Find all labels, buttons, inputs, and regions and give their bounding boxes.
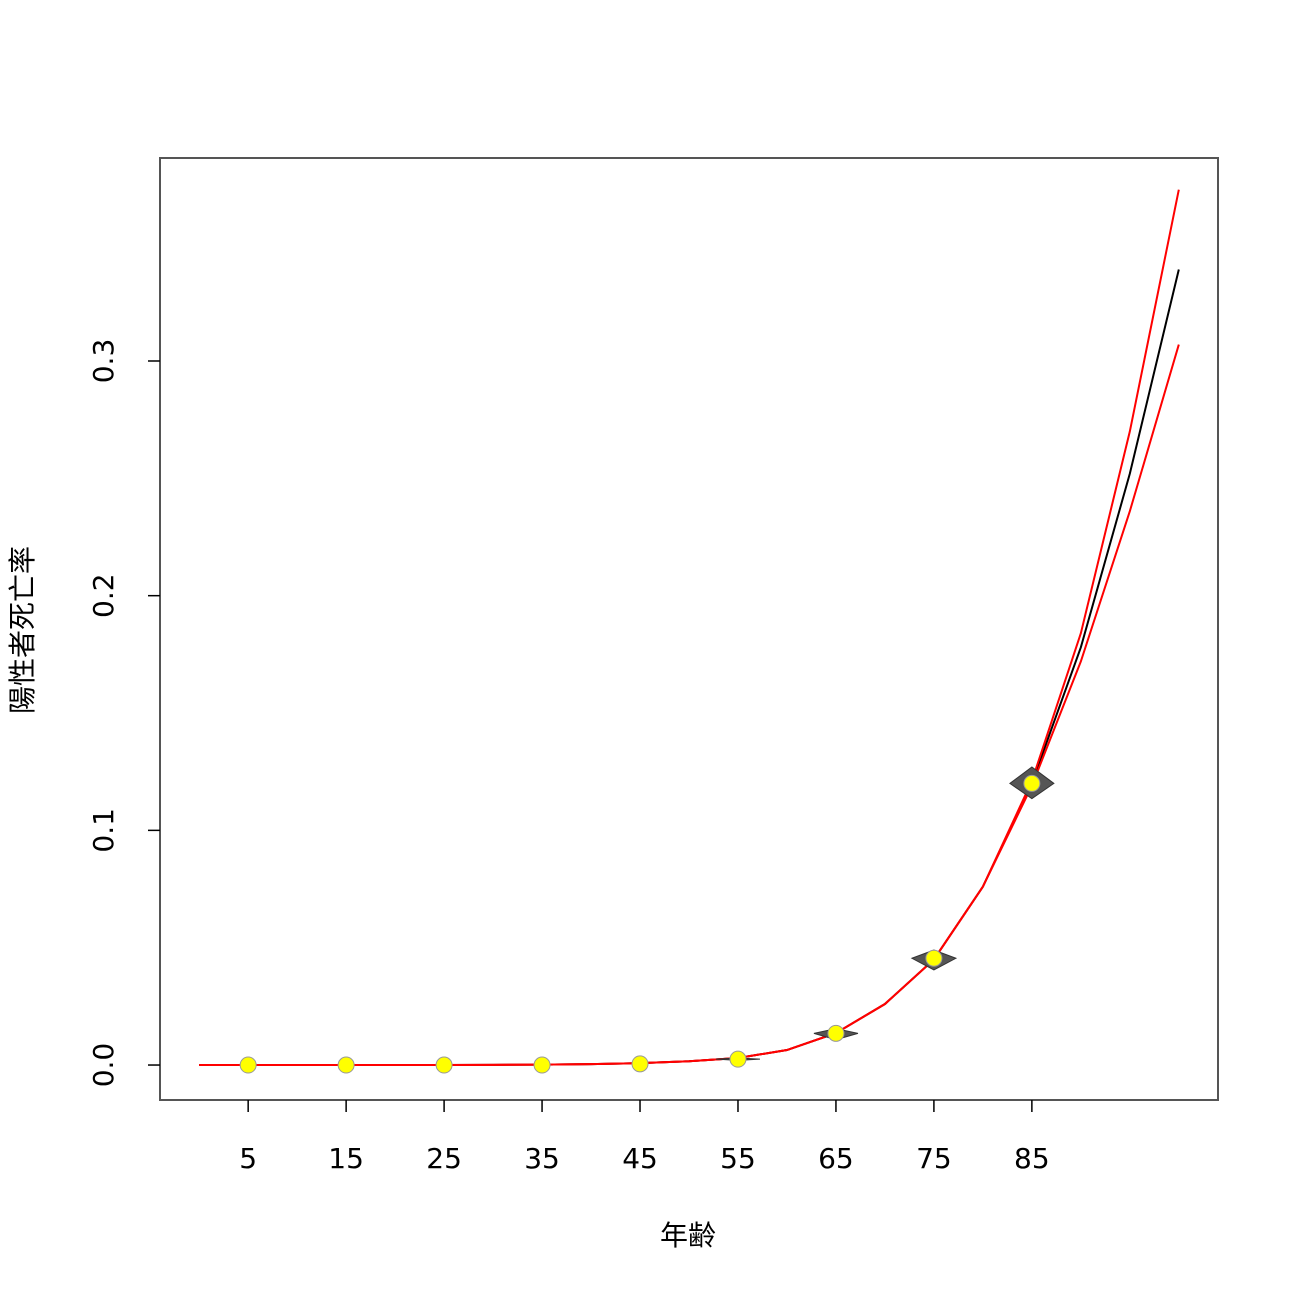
curve — [199, 344, 1180, 1067]
x-tick-label: 75 — [916, 1142, 952, 1175]
data-point — [337, 1056, 355, 1074]
x-tick-label: 55 — [720, 1142, 756, 1175]
x-axis-label: 年齢 — [660, 1219, 716, 1252]
y-tick-label: 0.2 — [87, 573, 120, 618]
x-tick-label: 15 — [328, 1142, 364, 1175]
data-point — [435, 1056, 453, 1074]
x-tick-label: 85 — [1014, 1142, 1050, 1175]
data-point — [533, 1056, 551, 1074]
data-point — [239, 1056, 257, 1074]
curve — [199, 269, 1180, 1067]
curve — [199, 189, 1180, 1067]
y-axis-label: 陽性者死亡率 — [6, 546, 39, 714]
x-tick-label: 45 — [622, 1142, 658, 1175]
data-point — [1023, 774, 1041, 792]
y-tick-label: 0.1 — [87, 808, 120, 853]
data-point — [827, 1024, 845, 1042]
plot-frame — [159, 157, 1219, 1101]
x-tick-label: 25 — [426, 1142, 462, 1175]
data-point — [729, 1050, 747, 1068]
y-tick-label: 0.3 — [87, 339, 120, 384]
x-tick-label: 35 — [524, 1142, 560, 1175]
y-tick-label: 0.0 — [87, 1043, 120, 1088]
x-tick-label: 65 — [818, 1142, 854, 1175]
x-tick-label: 5 — [239, 1142, 257, 1175]
data-point — [631, 1055, 649, 1073]
data-point — [925, 949, 943, 967]
